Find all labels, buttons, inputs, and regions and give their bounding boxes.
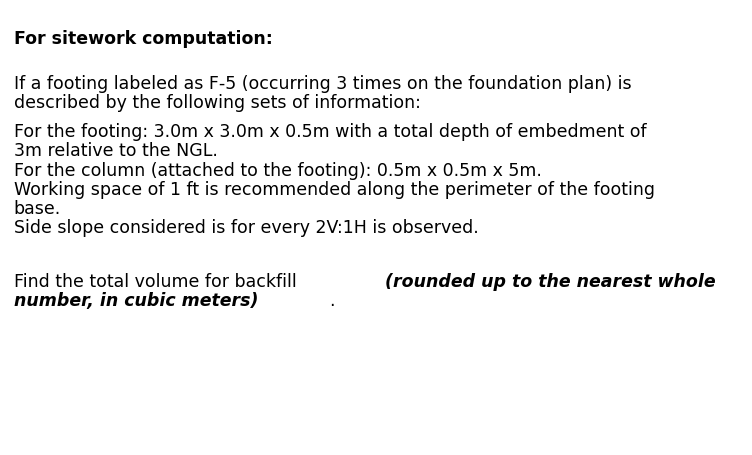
Text: number, in cubic meters): number, in cubic meters) — [14, 292, 258, 310]
Text: Side slope considered is for every 2V:1H is observed.: Side slope considered is for every 2V:1H… — [14, 219, 478, 237]
Text: For the column (attached to the footing): 0.5m x 0.5m x 5m.: For the column (attached to the footing)… — [14, 162, 541, 180]
Text: Working space of 1 ft is recommended along the perimeter of the footing: Working space of 1 ft is recommended alo… — [14, 181, 654, 199]
Text: base.: base. — [14, 200, 61, 218]
Text: (rounded up to the nearest whole: (rounded up to the nearest whole — [386, 273, 716, 291]
Text: For sitework computation:: For sitework computation: — [14, 30, 272, 48]
Text: For the footing: 3.0m x 3.0m x 0.5m with a total depth of embedment of: For the footing: 3.0m x 3.0m x 0.5m with… — [14, 123, 646, 141]
Text: .: . — [329, 292, 335, 310]
Text: If a footing labeled as F-5 (occurring 3 times on the foundation plan) is: If a footing labeled as F-5 (occurring 3… — [14, 75, 631, 93]
Text: described by the following sets of information:: described by the following sets of infor… — [14, 94, 420, 112]
Text: 3m relative to the NGL.: 3m relative to the NGL. — [14, 142, 217, 160]
Text: Find the total volume for backfill: Find the total volume for backfill — [14, 273, 302, 291]
